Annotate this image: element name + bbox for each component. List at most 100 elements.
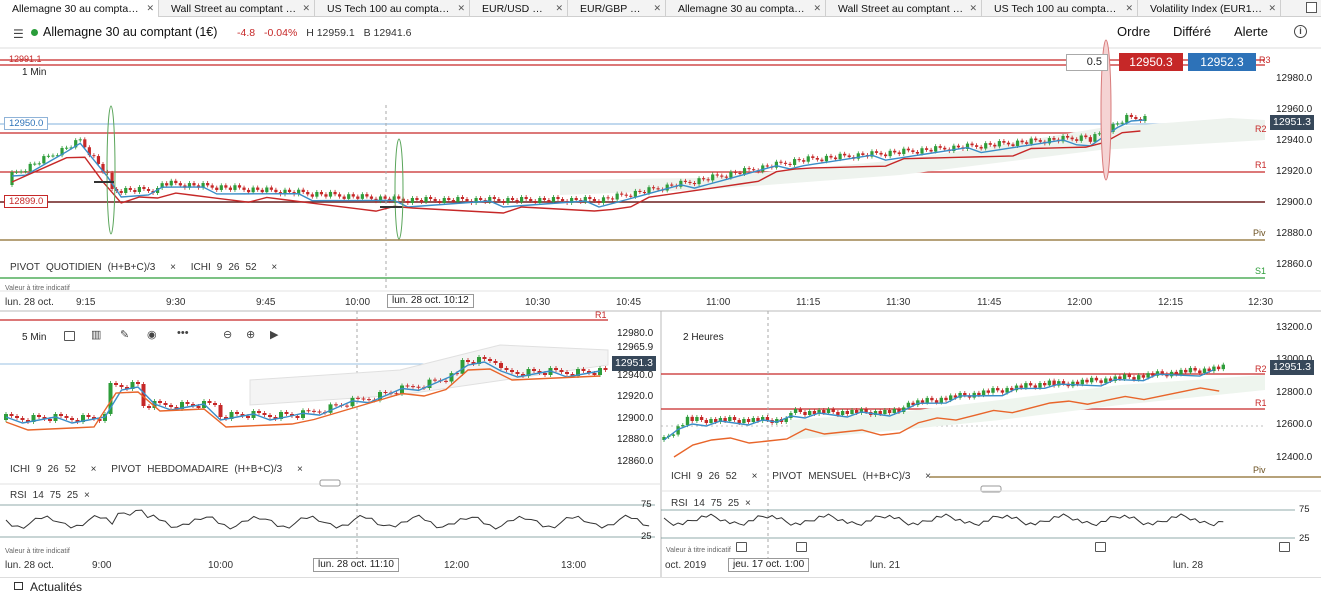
close-icon[interactable]: × — [745, 498, 751, 509]
close-tab-icon[interactable]: ✕ — [1125, 3, 1133, 13]
close-icon[interactable]: × — [296, 464, 303, 475]
hamburger-icon[interactable]: ☰ — [13, 27, 24, 41]
candle — [92, 155, 96, 157]
candle — [720, 175, 724, 177]
candle — [1000, 390, 1005, 393]
indicative-note-5min: Valeur à titre indicatif — [5, 548, 70, 555]
candle — [345, 405, 349, 407]
ichi-indicator[interactable]: ICHI 9 26 52 — [190, 262, 257, 273]
rsi-legend-5min[interactable]: RSI 14 75 25 × — [10, 490, 90, 501]
candle — [981, 390, 986, 396]
tab-8[interactable]: Volatility Index (EUR1 Contract)✕ — [1138, 0, 1281, 17]
close-tab-icon[interactable]: ✕ — [969, 3, 977, 13]
candle — [681, 425, 685, 427]
calendar-icon[interactable] — [1279, 542, 1290, 552]
candle — [350, 397, 355, 407]
close-icon[interactable]: × — [271, 262, 278, 273]
pivot-indicator[interactable]: PIVOT QUOTIDIEN (H+B+C)/3 — [10, 262, 156, 273]
close-icon[interactable]: × — [925, 471, 932, 482]
ichi-indicator-5min[interactable]: ICHI 9 26 52 — [10, 464, 76, 475]
charts-canvas[interactable] — [0, 0, 1321, 577]
candle — [37, 415, 41, 417]
close-tab-icon[interactable]: ✕ — [555, 3, 563, 13]
candle — [42, 417, 47, 419]
indicative-note: Valeur à titre indicatif — [5, 285, 70, 292]
bar-chart-icon[interactable]: ▥ — [91, 329, 102, 341]
info-icon[interactable]: i — [1294, 25, 1307, 38]
candle — [81, 415, 85, 422]
more-icon[interactable]: ••• — [177, 327, 189, 339]
pivot-indicator-5min[interactable]: PIVOT HEBDOMADAIRE (H+B+C)/3 — [111, 464, 283, 475]
sell-button[interactable]: 12950.3 — [1119, 53, 1183, 71]
candle — [510, 198, 515, 200]
candle — [521, 374, 525, 376]
quantity-input[interactable]: 0.5 — [1066, 54, 1108, 71]
candle — [1094, 377, 1099, 381]
close-tab-icon[interactable]: ✕ — [457, 3, 465, 13]
rsi-legend-2h[interactable]: RSI 14 75 25 × — [671, 498, 751, 509]
kijun-line — [5, 368, 601, 431]
main-timeframe[interactable]: 1 Min — [22, 67, 47, 78]
tab-2[interactable]: US Tech 100 au comptant (1€)✕ — [315, 0, 470, 17]
candle — [64, 416, 69, 418]
candle — [633, 190, 637, 197]
tab-6[interactable]: Wall Street au comptant (1€) ✕ — [826, 0, 982, 17]
candle — [218, 405, 223, 417]
candle — [196, 406, 201, 408]
candle — [19, 171, 23, 173]
candle — [692, 183, 697, 185]
candle — [274, 189, 278, 193]
eye-icon[interactable]: ◉ — [147, 329, 157, 341]
close-icon[interactable]: × — [84, 490, 90, 501]
calendar-icon[interactable] — [1095, 542, 1106, 552]
candle — [284, 412, 289, 414]
tab-4[interactable]: EUR/GBP Mini ✕ — [568, 0, 666, 17]
candle — [419, 200, 424, 202]
close-tab-icon[interactable]: ✕ — [813, 3, 821, 13]
close-icon[interactable]: × — [90, 464, 97, 475]
candle — [400, 385, 404, 394]
candle — [897, 152, 901, 155]
pencil-icon[interactable]: ✎ — [120, 329, 130, 341]
timeframe-2h[interactable]: 2 Heures — [683, 332, 724, 343]
restore-window-icon[interactable] — [1306, 2, 1317, 13]
news-bar[interactable]: Actualités — [0, 577, 1321, 594]
candle — [856, 153, 860, 159]
calendar-icon[interactable] — [796, 542, 807, 552]
order-button[interactable]: Ordre — [1117, 24, 1151, 39]
candle — [560, 199, 565, 201]
candle — [565, 372, 569, 374]
zoom-in-icon[interactable]: ⊕ — [246, 329, 256, 341]
zoom-out-icon[interactable]: ⊖ — [223, 329, 233, 341]
buy-button[interactable]: 12952.3 — [1188, 53, 1256, 71]
close-tab-icon[interactable]: ✕ — [302, 3, 310, 13]
tab-1[interactable]: Wall Street au comptant (1€) ✕ — [159, 0, 315, 17]
candle — [342, 196, 346, 199]
alert-button[interactable]: Alerte — [1234, 24, 1268, 39]
close-tab-icon[interactable]: ✕ — [1268, 3, 1276, 13]
tab-5[interactable]: Allemagne 30 au comptant (1€)✕ — [666, 0, 826, 17]
candle — [793, 409, 798, 413]
tab-7[interactable]: US Tech 100 au comptant (1€)✕ — [982, 0, 1138, 17]
close-tab-icon[interactable]: ✕ — [653, 3, 661, 13]
candle — [515, 200, 519, 202]
play-icon[interactable]: ▶ — [270, 329, 279, 341]
close-icon[interactable]: × — [170, 262, 176, 273]
calendar-icon[interactable] — [736, 542, 747, 552]
candle — [83, 139, 87, 148]
time-tick: 10:45 — [616, 297, 642, 308]
time-tick: 9:30 — [166, 297, 186, 308]
candle — [1193, 367, 1197, 371]
deferred-order-button[interactable]: Différé — [1173, 24, 1212, 39]
candle — [228, 187, 232, 190]
close-tab-icon[interactable]: ✕ — [146, 3, 154, 13]
calendar-icon[interactable] — [64, 331, 75, 341]
left-label-low: 12899.0 — [4, 195, 49, 208]
tab-0[interactable]: Allemagne 30 au comptant (1€)✕ — [0, 0, 159, 17]
candle — [295, 416, 300, 418]
close-icon[interactable]: × — [751, 471, 758, 482]
tab-3[interactable]: EUR/USD Mini ✕ — [470, 0, 568, 17]
pivot-indicator-2h[interactable]: PIVOT MENSUEL (H+B+C)/3 — [772, 471, 911, 482]
timeframe-5min[interactable]: 5 Min — [22, 332, 47, 343]
ichi-indicator-2h[interactable]: ICHI 9 26 52 — [671, 471, 737, 482]
